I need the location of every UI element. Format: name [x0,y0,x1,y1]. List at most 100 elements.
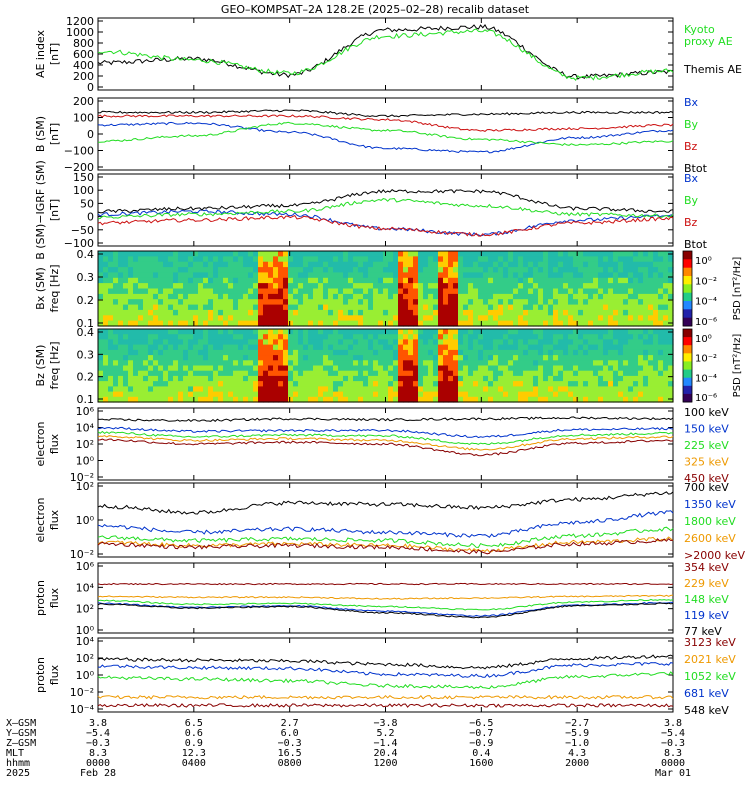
spectrogram-cell [418,256,424,263]
spectrogram-cell [383,339,389,346]
series-line-btot [97,109,674,118]
spectrogram-cell [443,344,449,351]
spectrogram-cell [468,375,474,382]
spectrogram-cell [558,293,564,300]
spectrogram-cell [488,396,494,403]
spectrogram-cell [128,386,134,393]
spectrogram-cell [253,293,259,300]
spectrogram-cell [293,251,299,257]
spectrogram-cell [458,329,464,335]
spectrogram-cell [393,396,399,403]
spectrogram-cell [143,277,149,284]
spectrogram-cell [233,396,239,403]
spectrogram-cell [278,299,284,306]
spectrogram-cell [333,375,339,382]
spectrogram-cell [598,360,604,367]
spectrogram-cell [198,334,204,340]
spectrogram-cell [248,360,254,367]
spectrogram-cell [248,315,254,322]
spectrogram-cell [273,315,279,322]
spectrogram-cell [203,256,209,263]
spectrogram-cell [613,396,619,403]
spectrogram-cell [408,329,414,335]
spectrogram-cell [563,334,569,340]
spectrogram-cell [243,349,249,356]
spectrogram-cell [273,339,279,346]
spectrogram-cell [338,272,344,279]
spectrogram-cell [178,375,184,382]
spectrogram-cell [218,288,224,295]
spectrogram-cell [348,261,354,268]
spectrogram-cell [233,349,239,356]
spectrogram-cell [353,334,359,340]
spectrogram-cell [303,375,309,382]
spectrogram-cell [103,256,109,263]
spectrogram-cell [408,267,414,274]
spectrogram-cell [568,309,574,316]
spectrogram-cell [553,288,559,295]
legend-entry: 119 keV [684,609,729,622]
spectrogram-cell [423,277,429,284]
y-axis-label: B (SM) [34,116,47,152]
spectrogram-cell [298,391,304,398]
spectrogram-cell [603,381,609,387]
spectrogram-cell [268,261,274,268]
spectrogram-cell [178,349,184,356]
spectrogram-cell [463,329,469,335]
spectrogram-cell [443,339,449,346]
spectrogram-cell [418,365,424,372]
spectrogram-cell [388,267,394,274]
spectrogram-cell [338,396,344,403]
y-tick-label: 0.1 [77,317,95,330]
spectrogram-cell [108,251,114,257]
spectrogram-cell [418,272,424,279]
spectrogram-cell [398,288,404,295]
spectrogram-cell [318,355,324,361]
spectrogram-cell [288,315,294,322]
spectrogram-cell [238,375,244,382]
spectrogram-cell [598,329,604,335]
spectrogram-cell [523,277,529,284]
spectrogram-cell [543,386,549,393]
spectrogram-cell [448,283,454,290]
spectrogram-cell [583,256,589,263]
spectrogram-cell [203,261,209,268]
y-axis-label: Bx (SM) [34,267,47,310]
spectrogram-cell [133,251,139,257]
spectrogram-cell [113,251,119,257]
spectrogram-cell [593,386,599,393]
spectrogram-cell [128,293,134,300]
spectrogram-cell [133,391,139,398]
spectrogram-cell [253,329,259,335]
spectrogram-cell [563,261,569,268]
spectrogram-cell [118,320,124,327]
series-line-325-kev [97,435,674,451]
spectrogram-cell [293,360,299,367]
spectrogram-cell [193,315,199,322]
colorbar-tick-label: 10⁰ [695,334,712,345]
spectrogram-cell [533,339,539,346]
colorbar-segment [683,309,692,319]
spectrogram-cell [223,315,229,322]
spectrogram-cell [513,329,519,335]
spectrogram-cell [463,315,469,322]
spectrogram-cell [428,293,434,300]
colorbar-segment [683,329,692,338]
spectrogram-cell [498,320,504,327]
spectrogram-cell [483,396,489,403]
spectrogram-cell [208,396,214,403]
spectrogram-cell [663,261,669,268]
spectrogram-cell [258,396,264,403]
spectrogram-cell [488,349,494,356]
spectrogram-cell [198,381,204,387]
spectrogram-cell [243,320,249,327]
spectrogram-cell [428,309,434,316]
spectrogram-cell [408,360,414,367]
spectrogram-cell [453,360,459,367]
spectrogram-cell [323,277,329,284]
spectrogram-cell [638,256,644,263]
spectrogram-cell [163,293,169,300]
spectrogram-cell [108,315,114,322]
spectrogram-cell [418,320,424,327]
spectrogram-cell [248,334,254,340]
